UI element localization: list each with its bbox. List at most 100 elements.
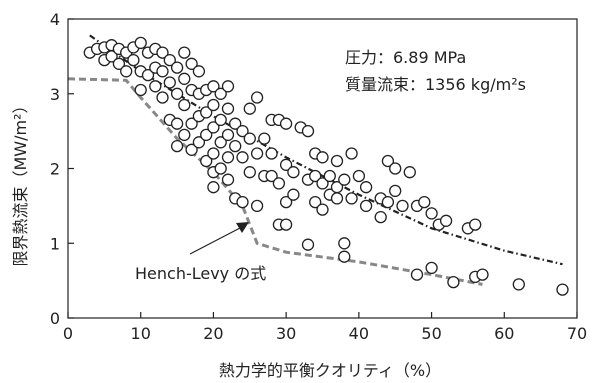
data-point	[425, 261, 438, 275]
data-point	[338, 173, 351, 186]
data-point	[258, 132, 271, 145]
data-point	[396, 199, 409, 213]
data-point	[236, 151, 249, 164]
data-point	[243, 102, 256, 115]
data-point	[214, 87, 227, 100]
y-tick-label: 1	[50, 234, 60, 253]
data-point	[200, 106, 213, 119]
data-point	[170, 139, 184, 153]
data-point	[134, 83, 147, 97]
x-tick-label: 60	[494, 324, 514, 343]
data-point	[439, 214, 453, 227]
data-point	[112, 57, 126, 70]
data-point	[512, 278, 525, 291]
data-point	[120, 65, 133, 78]
data-point	[309, 195, 322, 209]
data-point	[185, 57, 198, 70]
data-point	[243, 166, 256, 179]
data-point	[221, 128, 235, 142]
data-point	[556, 283, 569, 296]
data-point	[127, 53, 140, 67]
data-point	[207, 121, 220, 134]
data-point	[178, 98, 191, 112]
data-point	[316, 203, 329, 216]
data-point	[170, 87, 184, 100]
data-point	[207, 147, 220, 160]
data-point	[134, 36, 147, 50]
data-point	[418, 195, 431, 209]
data-point	[243, 132, 256, 145]
data-point	[141, 68, 155, 82]
points-layer	[83, 36, 569, 296]
hench-levy-line	[67, 77, 483, 286]
data-point	[330, 192, 344, 205]
data-point	[352, 169, 366, 183]
data-point	[345, 192, 358, 205]
data-point	[359, 181, 373, 194]
data-point	[207, 80, 220, 93]
data-point	[163, 53, 176, 67]
data-point	[316, 177, 329, 190]
data-point	[425, 207, 438, 220]
data-point	[279, 158, 293, 171]
x-tick-label: 20	[203, 324, 223, 343]
data-point	[214, 113, 227, 127]
data-point	[207, 98, 220, 112]
data-point	[221, 102, 235, 115]
data-point	[229, 117, 242, 130]
data-point	[316, 151, 329, 164]
data-point	[221, 151, 235, 164]
y-axis-label: 限界熱流束（MW/m²）	[11, 97, 30, 266]
x-tick-label: 0	[63, 324, 73, 343]
x-tick-label: 50	[421, 324, 441, 343]
data-point	[192, 65, 206, 78]
y-tick-label: 3	[50, 85, 60, 104]
x-axis-label: 熱力学的平衡クオリティ（%）	[219, 361, 441, 380]
data-point	[287, 166, 300, 179]
y-tick-label: 2	[50, 160, 60, 179]
data-point	[214, 136, 227, 149]
data-point	[265, 147, 278, 160]
data-point	[250, 199, 264, 213]
data-point	[338, 250, 351, 263]
data-point	[236, 195, 249, 209]
data-point	[250, 147, 264, 160]
data-point	[156, 65, 169, 78]
data-point	[338, 237, 351, 250]
data-point	[156, 91, 169, 104]
data-point	[192, 136, 206, 149]
data-point	[374, 210, 387, 224]
data-point	[178, 128, 191, 142]
data-point	[279, 117, 293, 130]
x-tick-label: 70	[567, 324, 587, 343]
data-point	[200, 128, 213, 142]
data-point	[170, 61, 184, 74]
data-point	[221, 80, 235, 93]
data-point	[250, 91, 264, 104]
data-point	[301, 124, 315, 138]
data-point	[389, 162, 402, 175]
mass-flux-annotation: 質量流束：1356 kg/m²s	[345, 75, 526, 94]
data-point	[200, 154, 213, 168]
pressure-annotation: 圧力：6.89 MPa	[345, 48, 466, 67]
data-point	[178, 72, 191, 85]
data-point	[403, 166, 416, 179]
data-point	[476, 268, 489, 281]
data-point	[279, 218, 293, 231]
hench-levy-label: Hench-Levy の式	[135, 264, 266, 283]
data-point	[381, 154, 395, 168]
data-point	[330, 154, 344, 168]
data-point	[359, 199, 373, 213]
data-point	[381, 195, 395, 209]
data-point	[229, 139, 242, 153]
data-point	[309, 169, 322, 183]
data-point	[389, 184, 402, 198]
x-tick-label: 40	[349, 324, 369, 343]
data-point	[345, 147, 358, 160]
y-tick-label: 0	[50, 309, 60, 328]
data-point	[163, 76, 176, 89]
data-point	[236, 124, 249, 138]
data-point	[410, 268, 424, 281]
data-point	[469, 218, 482, 231]
